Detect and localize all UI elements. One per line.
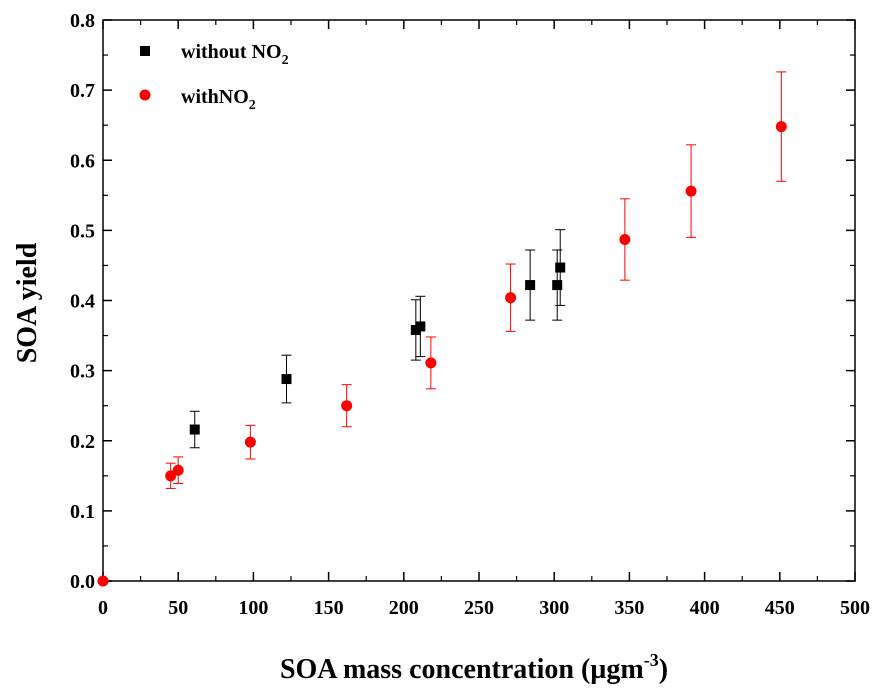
x-axis-title-superscript: -3: [644, 650, 659, 670]
data-point-without-no2: [189, 424, 200, 435]
x-tick-label: 100: [238, 597, 268, 619]
y-tick-label: 0.8: [70, 10, 95, 32]
axis-ticks: 0 50 100 150 200 250 300 350 400 450 500 0.0 0.1 0.2 0…: [70, 10, 870, 619]
legend-label-without-no2: without NO2: [181, 41, 289, 68]
data-point-without-no2: [415, 321, 426, 332]
x-tick-label: 250: [464, 597, 494, 619]
data-point-with-no2: [165, 470, 177, 482]
data-point-with-no2: [619, 233, 631, 245]
data-point-with-no2: [172, 464, 184, 476]
x-tick-label: 200: [389, 597, 419, 619]
data-point-without-no2: [555, 262, 566, 273]
data-point-with-no2: [505, 292, 517, 304]
legend-label-without-no2-main: without NO: [181, 41, 282, 63]
y-tick-label: 0.4: [70, 291, 95, 313]
legend-label-with-no2-subscript: 2: [249, 98, 256, 113]
legend-label-with-no2: withNO2: [181, 86, 256, 113]
data-point-with-no2: [244, 436, 256, 448]
y-tick-label: 0.6: [70, 150, 95, 172]
data-point-with-no2: [341, 400, 353, 412]
legend-label-without-no2-subscript: 2: [282, 53, 289, 68]
y-tick-label: 0.5: [70, 220, 95, 242]
x-tick-label: 400: [690, 597, 720, 619]
data-point-without-no2: [281, 374, 292, 385]
x-tick-label: 0: [98, 597, 108, 619]
data-point-without-no2: [525, 280, 536, 291]
x-tick-label: 50: [168, 597, 188, 619]
x-tick-label: 300: [539, 597, 569, 619]
data-point-with-no2: [775, 121, 787, 133]
x-axis-title-close: ): [659, 654, 668, 685]
legend-label-with-no2-main: withNO: [181, 86, 249, 108]
legend-marker-without-no2: [140, 46, 150, 56]
error-bars: [165, 71, 787, 489]
x-tick-label: 150: [314, 597, 344, 619]
legend-marker-with-no2: [139, 89, 151, 101]
x-axis-title: SOA mass concentration (µgm-3): [280, 650, 668, 685]
data-markers: [97, 121, 787, 587]
data-point-with-no2: [685, 185, 697, 197]
data-point-with-no2: [425, 357, 437, 369]
data-point-with-no2: [97, 575, 109, 587]
x-tick-label: 500: [840, 597, 870, 619]
y-tick-label: 0.0: [70, 571, 95, 593]
x-tick-label: 350: [614, 597, 644, 619]
legend: without NO2 withNO2: [139, 41, 289, 113]
y-axis-title: SOA yield: [12, 242, 43, 363]
y-tick-label: 0.7: [70, 80, 95, 102]
y-tick-label: 0.2: [70, 431, 95, 453]
y-tick-label: 0.1: [70, 501, 95, 523]
x-axis-title-main: SOA mass concentration (µgm: [280, 654, 644, 685]
x-tick-label: 450: [765, 597, 795, 619]
y-tick-label: 0.3: [70, 361, 95, 383]
data-point-without-no2: [552, 280, 563, 291]
